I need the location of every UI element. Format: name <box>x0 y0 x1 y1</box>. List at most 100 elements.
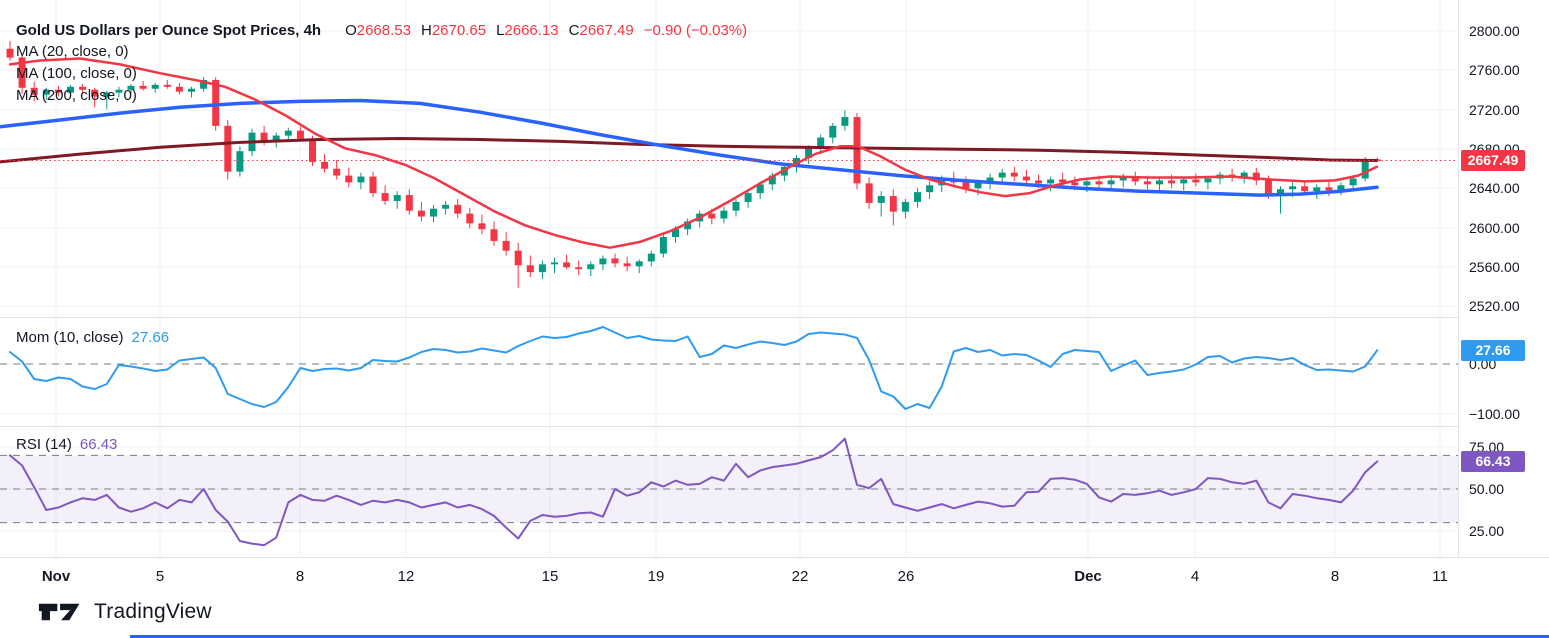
ma100-line <box>0 98 1379 197</box>
candle-body <box>1168 180 1176 184</box>
momentum-legend-label: Mom (10, close) <box>16 329 124 346</box>
price-axis[interactable]: 2667.49 27.66 66.43 2800.00 2760.00 2720.0… <box>1458 0 1549 557</box>
ma200-legend[interactable]: MA (200, close, 0) <box>16 87 137 104</box>
axis-tick-label: 25.00 <box>1469 523 1505 539</box>
bottom-accent-bar <box>130 635 1549 638</box>
candle-body <box>1180 179 1188 184</box>
candle-body <box>405 195 413 211</box>
candle-body <box>805 148 813 159</box>
candle-body <box>212 79 220 126</box>
ma20-legend[interactable]: MA (20, close, 0) <box>16 43 129 60</box>
tradingview-logo[interactable]: TradingView <box>38 600 212 624</box>
candle-body <box>1301 186 1309 192</box>
candle-body <box>188 88 195 92</box>
axis-tick-label: 2640.00 <box>1469 180 1520 196</box>
candle-body <box>79 86 87 90</box>
rsi-legend[interactable]: RSI (14) 66.43 <box>16 436 117 453</box>
candle-body <box>587 264 595 270</box>
candles <box>6 40 1381 288</box>
time-tick-label: Dec <box>1074 568 1102 585</box>
candle-body <box>756 184 764 194</box>
pane-separator-mom-rsi[interactable] <box>0 426 1549 427</box>
candle-body <box>6 48 14 58</box>
candle-body <box>1252 172 1260 181</box>
pane-separator-main-mom[interactable] <box>0 317 1549 318</box>
time-tick-label: Nov <box>41 568 71 585</box>
last-price-badge: 2667.49 <box>1461 149 1525 171</box>
candle-body <box>272 135 280 141</box>
time-axis[interactable]: Nov 5 8 12 15 19 22 26 Dec 4 8 11 <box>0 558 1549 592</box>
candle-body <box>175 86 183 92</box>
candle-body <box>974 182 982 189</box>
candle-body <box>901 201 909 212</box>
time-tick-label: 26 <box>897 568 915 585</box>
ma100-legend[interactable]: MA (100, close, 0) <box>16 65 137 82</box>
momentum-legend-value: 27.66 <box>131 329 170 346</box>
candle-body <box>514 250 522 266</box>
candle-body <box>1119 177 1127 181</box>
candle-body <box>1022 176 1030 181</box>
candle-body <box>103 92 111 97</box>
change-value: −0.90 (−0.03%) <box>643 22 748 39</box>
ohlc-readout: O2668.53 H2670.65 L2666.13 C2667.49 −0.90 (−… <box>335 22 747 39</box>
candle-body <box>1095 181 1103 185</box>
candle-body <box>54 89 62 93</box>
time-tick-label: 8 <box>295 568 305 585</box>
candle-body <box>551 262 558 265</box>
candle-body <box>466 213 474 224</box>
low-value: 2666.13 <box>504 22 559 39</box>
candle-body <box>369 176 377 194</box>
candle-body <box>333 168 341 176</box>
symbol-header: Gold US Dollars per Ounce Spot Prices, 4… <box>16 22 747 40</box>
candle-body <box>889 196 897 212</box>
axis-tick-label: 2560.00 <box>1469 259 1520 275</box>
candle-body <box>962 182 970 189</box>
axis-tick-label: 2600.00 <box>1469 220 1520 236</box>
time-tick-label: 11 <box>1432 568 1448 585</box>
candle-body <box>914 192 921 202</box>
candle-body <box>393 195 401 201</box>
candle-body <box>236 151 244 172</box>
candle-body <box>430 208 437 217</box>
symbol-title[interactable]: Gold US Dollars per Ounce Spot Prices, 4… <box>16 22 322 39</box>
candle-body <box>877 196 885 203</box>
axis-tick-label: 2720.00 <box>1469 102 1520 118</box>
candle-body <box>1204 178 1212 183</box>
candle-body <box>1059 179 1067 183</box>
candle-body <box>599 258 607 265</box>
candle-body <box>563 262 571 268</box>
candle-body <box>998 172 1006 178</box>
rsi-value-badge: 66.43 <box>1461 450 1525 472</box>
candle-body <box>1156 180 1163 185</box>
candle-body <box>151 84 159 89</box>
candle-body <box>296 130 304 139</box>
candle-body <box>42 89 50 95</box>
ma200-line <box>0 137 1379 164</box>
candle-body <box>200 79 208 89</box>
candle-body <box>321 161 329 169</box>
candle-body <box>1337 185 1345 191</box>
tradingview-logo-icon <box>38 603 80 621</box>
candle-body <box>1035 180 1042 184</box>
candle-body <box>115 89 123 93</box>
open-label: O <box>345 22 357 39</box>
axis-tick-label: 2800.00 <box>1469 23 1520 39</box>
candle-body <box>284 130 292 136</box>
candle-body <box>454 204 462 214</box>
candle-body <box>478 223 486 230</box>
candle-body <box>30 87 38 95</box>
candle-body <box>1361 161 1369 179</box>
candle-body <box>853 117 861 184</box>
candle-body <box>1131 177 1139 182</box>
candle-body <box>538 264 546 273</box>
candle-body <box>768 175 776 185</box>
axis-tick-label: 50.00 <box>1469 481 1505 497</box>
candle-body <box>1083 181 1091 186</box>
candle-body <box>357 176 365 183</box>
candle-body <box>744 193 752 202</box>
candle-body <box>865 183 873 203</box>
candle-body <box>720 210 728 219</box>
time-tick-label: 22 <box>791 568 809 585</box>
momentum-legend[interactable]: Mom (10, close) 27.66 <box>16 329 169 346</box>
